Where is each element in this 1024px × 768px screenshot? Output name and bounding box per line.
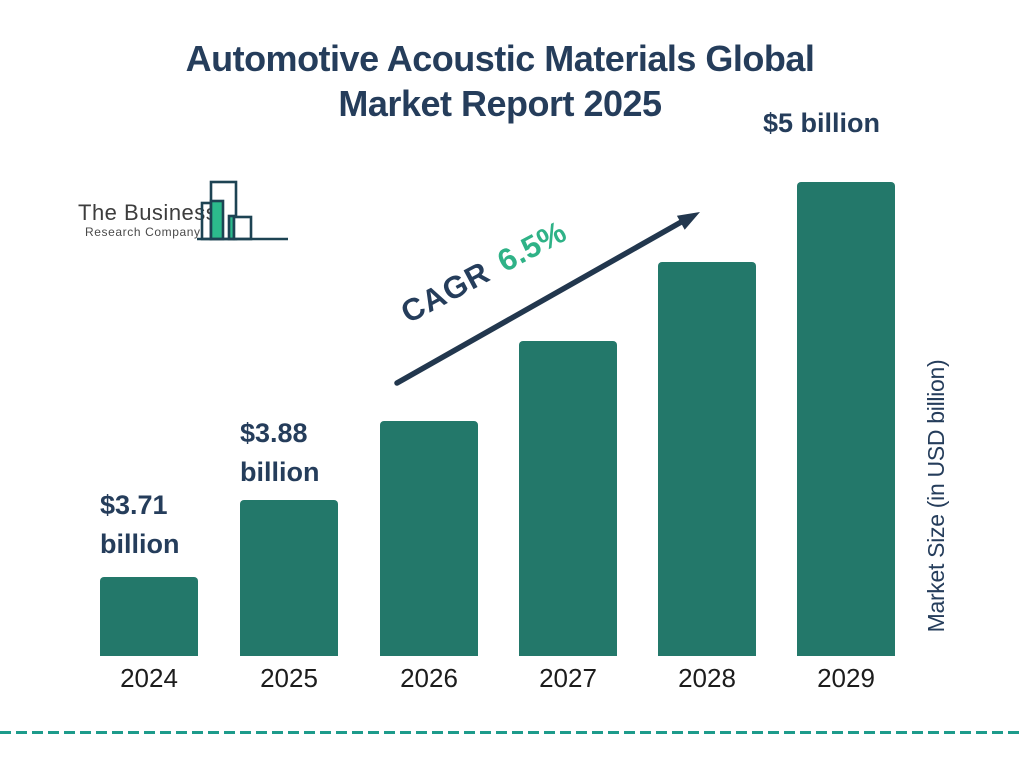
bar-2026 [380,421,478,656]
logo-bars-icon [197,180,288,241]
x-tick-2027: 2027 [539,663,597,693]
bar-2025 [240,500,338,656]
x-tick-2029: 2029 [817,663,875,693]
value-label-2029: $5 billion [763,108,881,138]
x-tick-2028: 2028 [678,663,736,693]
bar-2028 [658,262,756,656]
logo-name: The Business [78,200,218,225]
bottom-dashed-divider [0,731,1024,734]
logo-subname: Research Company [85,225,201,239]
value-label-2025: $3.88 billion [240,418,320,487]
x-tick-2026: 2026 [400,663,458,693]
growth-arrow-icon [394,212,700,386]
x-tick-2025: 2025 [260,663,318,693]
bar-2027 [519,341,617,656]
page-title-line2: Market Report 2025 [338,83,662,124]
value-label-2024: $3.71 billion [100,490,180,559]
company-logo: The Business Research Company [78,174,290,244]
x-tick-2024: 2024 [120,663,178,693]
bar-2024 [100,577,198,656]
page-title: Automotive Acoustic Materials Global Mar… [0,36,1000,126]
page-title-line1: Automotive Acoustic Materials Global [185,38,815,79]
bar-2029 [797,182,895,656]
y-axis-label: Market Size (in USD billion) [923,359,949,633]
